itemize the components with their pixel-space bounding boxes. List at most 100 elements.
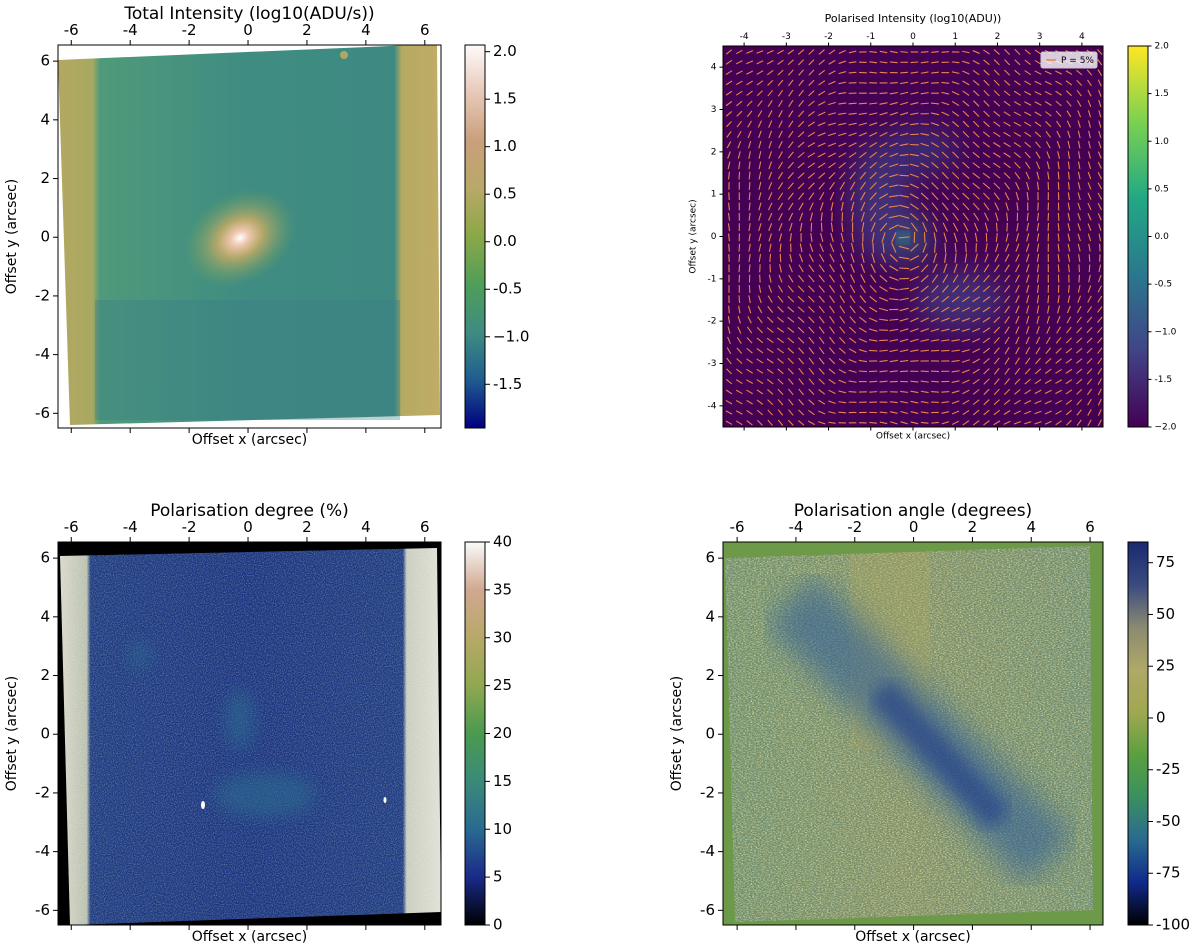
- colorbar-tick-label: −2.0: [1155, 423, 1177, 433]
- polarisation-vector: [828, 389, 836, 395]
- y-tick-label: -4: [35, 842, 50, 860]
- polarisation-vector: [1014, 357, 1020, 365]
- polarisation-vector: [920, 296, 929, 303]
- polarisation-vector: [1086, 327, 1093, 334]
- polarisation-vector: [931, 172, 939, 180]
- polarisation-vector: [879, 152, 888, 158]
- polarisation-vector: [1024, 421, 1032, 425]
- polarisation-vector: [941, 421, 950, 425]
- polarisation-vector: [848, 391, 857, 393]
- polarisation-vector: [778, 233, 783, 242]
- polarisation-vector: [931, 182, 939, 190]
- polarisation-vector: [737, 326, 742, 334]
- polarisation-vector: [899, 153, 909, 157]
- polarisation-vector: [972, 80, 980, 86]
- polarised-image: [723, 46, 1103, 427]
- polarisation-vector: [899, 194, 910, 198]
- polarisation-vector: [758, 130, 762, 139]
- polarisation-vector: [1024, 49, 1031, 55]
- polarisation-vector: [726, 131, 732, 138]
- polarisation-vector: [1065, 409, 1072, 416]
- polarisation-vector: [951, 61, 960, 64]
- polarisation-vector: [1098, 274, 1102, 283]
- polarisation-vector: [767, 306, 774, 313]
- polarisation-vector: [1024, 368, 1031, 375]
- y-tick-label: 4: [711, 63, 717, 73]
- polarisation-vector: [827, 142, 837, 147]
- polarisation-vector: [818, 295, 825, 303]
- polarisation-vector: [1076, 305, 1082, 314]
- polarisation-vector: [787, 357, 794, 365]
- polarisation-vector: [931, 192, 939, 201]
- polarisation-vector: [930, 370, 940, 373]
- polarisation-vector: [839, 253, 845, 263]
- polarisation-vector: [982, 162, 991, 169]
- polarisation-vector: [798, 264, 804, 273]
- polarisation-vector: [758, 161, 762, 170]
- polarisation-vector: [748, 243, 751, 252]
- polarisation-vector: [839, 274, 846, 283]
- polarisation-vector: [951, 410, 960, 415]
- polarisation-vector: [725, 399, 733, 405]
- polarisation-vector: [808, 90, 815, 97]
- polarisation-vector: [983, 69, 990, 76]
- polarisation-vector: [756, 80, 764, 86]
- polarisation-vector: [1024, 410, 1032, 415]
- polarisation-vector: [807, 420, 815, 426]
- polarisation-vector: [1044, 389, 1052, 395]
- polarisation-vector: [869, 182, 877, 190]
- polarisation-vector: [777, 171, 784, 180]
- polarisation-vector: [1076, 347, 1083, 354]
- polarisation-vector: [746, 410, 753, 415]
- polarisation-vector: [932, 222, 938, 232]
- polarisation-vector: [758, 140, 762, 149]
- polarisation-vector: [1077, 202, 1081, 211]
- polarisation-vector: [1003, 162, 1011, 169]
- polarisation-vector: [898, 214, 910, 219]
- polarisation-vector: [879, 359, 888, 363]
- polarisation-vector: [1055, 70, 1063, 75]
- polarisation-vector: [1003, 172, 1011, 179]
- polarisation-vector: [952, 202, 960, 211]
- colorbar-tick-label: -0.5: [1155, 280, 1173, 290]
- y-tick-label: 3: [711, 105, 717, 115]
- polarisation-vector: [797, 182, 805, 190]
- polarisation-vector: [738, 254, 741, 262]
- polarisation-vector: [889, 184, 899, 188]
- polarisation-vector: [910, 112, 919, 116]
- polarisation-vector: [869, 71, 878, 74]
- polarisation-vector: [995, 212, 999, 222]
- polarisation-vector: [1057, 212, 1060, 221]
- x-axis-label: Offset x (arcsec): [855, 929, 971, 945]
- polarisation-vector: [982, 327, 991, 333]
- polarisation-vector: [849, 284, 856, 294]
- y-axis-label: Offset y (arcsec): [669, 676, 685, 792]
- x-tick-label: 4: [361, 518, 371, 536]
- polarisation-vector: [727, 316, 731, 324]
- polarisation-vector: [859, 284, 866, 294]
- polarisation-vector: [828, 421, 836, 424]
- polarisation-vector: [1034, 421, 1042, 425]
- polarisation-vector: [1056, 326, 1062, 334]
- polarisation-vector: [1015, 315, 1020, 324]
- polarisation-vector: [1076, 89, 1082, 97]
- polarisation-vector: [1097, 326, 1103, 334]
- polarisation-vector: [1097, 398, 1102, 406]
- polarisation-vector: [1076, 399, 1082, 406]
- polarisation-vector: [726, 368, 732, 375]
- polarisation-vector: [972, 338, 981, 343]
- polarisation-vector: [1056, 130, 1061, 139]
- polarisation-vector: [735, 49, 743, 55]
- polarisation-vector: [1024, 141, 1032, 148]
- y-tick-label: 0: [40, 228, 50, 246]
- polarisation-vector: [1024, 121, 1032, 127]
- polarisation-vector: [725, 420, 733, 425]
- polarisation-vector: [758, 202, 762, 211]
- polarisation-vector: [818, 80, 826, 86]
- x-tick-label: 4: [361, 21, 371, 39]
- polarisation-vector: [995, 222, 998, 232]
- polarisation-vector: [1003, 90, 1011, 97]
- polarisation-vector: [889, 359, 898, 363]
- polarisation-vector: [982, 141, 991, 148]
- y-tick-label: -2: [35, 783, 50, 801]
